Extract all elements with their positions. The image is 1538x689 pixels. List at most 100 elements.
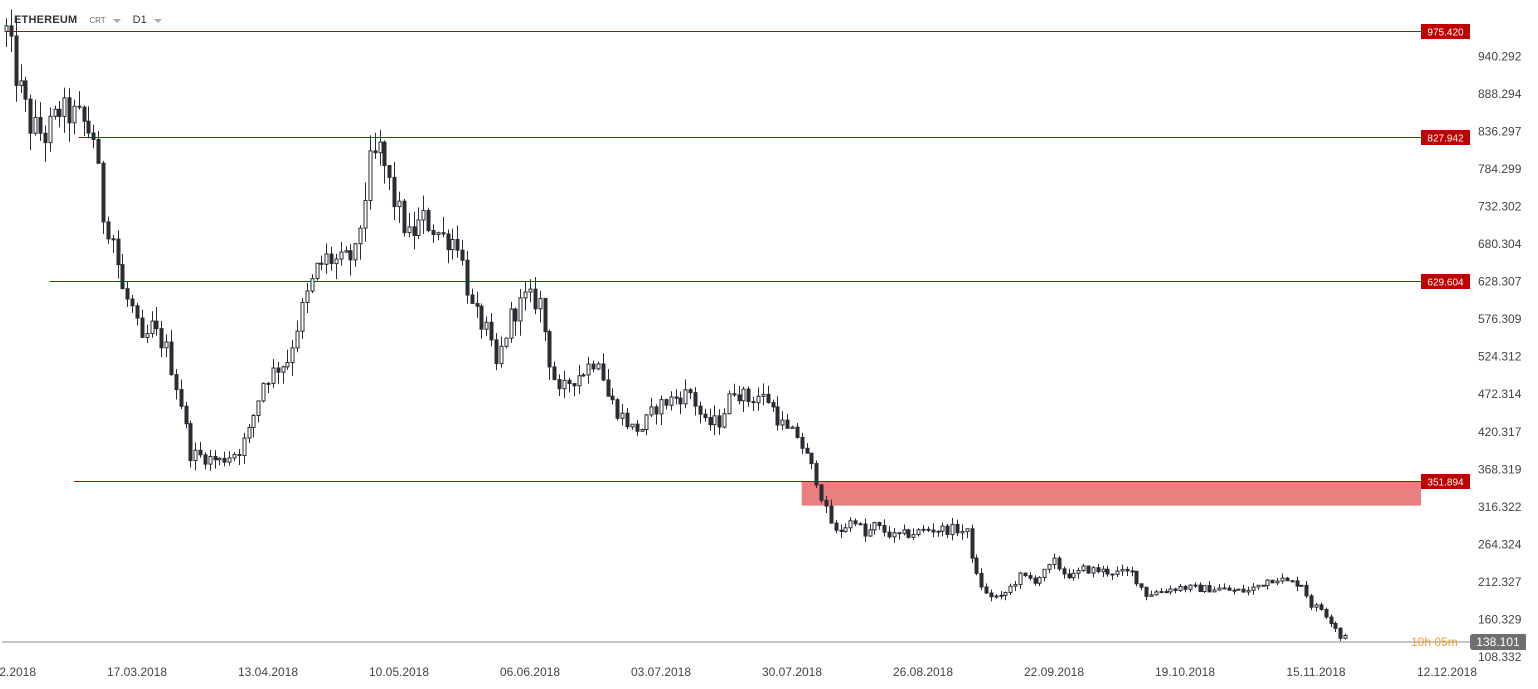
candle [664, 398, 669, 410]
candle [615, 398, 620, 421]
candle [620, 404, 625, 426]
candle [266, 381, 271, 394]
candle [436, 231, 441, 241]
candle [1105, 565, 1110, 577]
candle [659, 395, 664, 426]
candle [1275, 577, 1280, 586]
candle [911, 528, 916, 540]
candle [751, 396, 756, 412]
symbol-label[interactable]: ETHEREUM [14, 14, 78, 26]
level-label-bg [1421, 274, 1470, 289]
candle [179, 379, 184, 409]
candle [1047, 563, 1052, 574]
candle [392, 161, 397, 221]
candle [601, 353, 606, 382]
candle [581, 373, 586, 377]
candles-layer [4, 9, 1348, 641]
candle [960, 524, 965, 540]
candle [1319, 602, 1324, 611]
candle [1144, 586, 1149, 601]
candle [1023, 572, 1028, 578]
candle [1309, 593, 1314, 611]
candle [14, 15, 19, 102]
candle [4, 18, 9, 47]
candle [1130, 566, 1135, 577]
chart-style-dropdown[interactable]: CRT [89, 16, 121, 25]
candle [188, 420, 193, 468]
candle [858, 522, 863, 526]
candle [247, 424, 252, 444]
timeframe-dropdown[interactable]: D1 [133, 14, 162, 26]
candle [446, 229, 451, 264]
candle [955, 519, 960, 537]
candle [348, 244, 353, 276]
x-tick-label: 19.10.2018 [1155, 665, 1215, 679]
candle [897, 532, 902, 540]
candle [523, 281, 528, 311]
x-tick-label: 06.06.2018 [500, 665, 560, 679]
candle [509, 301, 514, 343]
candle [800, 432, 805, 455]
candle [1265, 579, 1270, 590]
candle [741, 386, 746, 413]
candle [339, 241, 344, 266]
candle [150, 311, 155, 338]
candle [465, 251, 470, 304]
candle [1173, 587, 1178, 594]
candle [1018, 571, 1023, 589]
candle [1304, 580, 1309, 599]
candle [683, 379, 688, 409]
candle [936, 530, 941, 537]
candle [703, 408, 708, 422]
candle [877, 521, 882, 530]
candle [1241, 584, 1246, 593]
candle [1115, 566, 1120, 577]
candle [276, 361, 281, 385]
candle [1261, 584, 1266, 587]
candle [208, 449, 213, 471]
candle [766, 385, 771, 404]
candle [780, 411, 785, 430]
candle [868, 523, 873, 538]
x-tick-label: 10.05.2018 [369, 665, 429, 679]
candle [1246, 586, 1251, 596]
candle [999, 591, 1004, 600]
candle [28, 94, 33, 151]
candle [494, 333, 499, 371]
candle [232, 452, 237, 462]
candle [839, 524, 844, 538]
x-tick-label: 17.03.2018 [107, 665, 167, 679]
level-label: 827.942 [1427, 134, 1464, 145]
candle [101, 160, 106, 234]
y-tick-label: 732.302 [1478, 200, 1522, 214]
candle [19, 64, 24, 94]
candle [1222, 583, 1227, 590]
candle [382, 140, 387, 184]
y-tick-label: 940.292 [1478, 49, 1522, 63]
candle [475, 291, 480, 318]
candle [974, 554, 979, 576]
y-tick-label: 680.304 [1478, 237, 1522, 251]
candle [140, 309, 145, 338]
candle [610, 388, 615, 405]
candle [271, 359, 276, 388]
candle [358, 225, 363, 260]
candle [1086, 565, 1091, 574]
candle [1159, 587, 1164, 594]
candle [965, 528, 970, 539]
candle [698, 401, 703, 424]
candle [557, 374, 562, 397]
candle [790, 425, 795, 429]
candle [9, 9, 14, 53]
candle [649, 397, 654, 418]
candle [1202, 585, 1207, 593]
candle [135, 302, 140, 326]
candle [1134, 570, 1139, 587]
candle [281, 365, 286, 384]
candle [1028, 572, 1033, 581]
candle [470, 288, 475, 305]
candle [174, 369, 179, 400]
candle [1057, 556, 1062, 572]
y-tick-label: 472.314 [1478, 387, 1522, 401]
